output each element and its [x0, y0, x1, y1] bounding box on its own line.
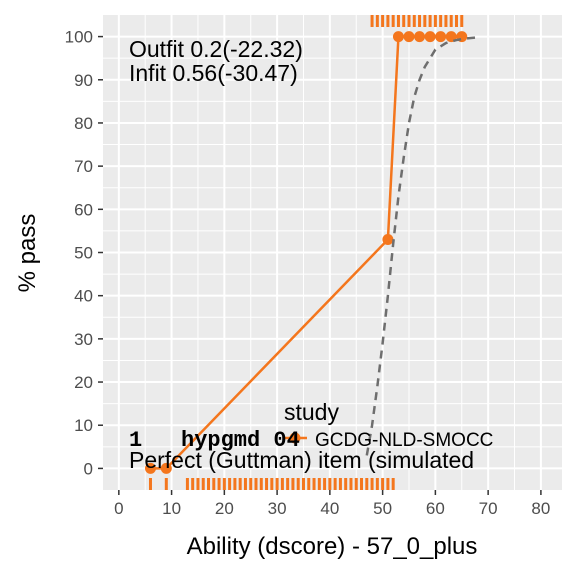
legend-title: study — [284, 399, 339, 425]
observed-point — [445, 31, 457, 43]
x-tick-label: 10 — [162, 499, 181, 518]
x-tick-label: 0 — [114, 499, 123, 518]
y-tick-label: 60 — [74, 200, 93, 219]
y-tick-label: 40 — [74, 287, 93, 306]
y-tick-label: 100 — [65, 28, 93, 47]
annotation-infit: Infit 0.56(-30.47) — [129, 60, 298, 86]
annotation-perfect: Perfect (Guttman) item (simulated — [129, 447, 474, 473]
observed-point — [424, 31, 436, 43]
tick-layer: 0 10 20 30 40 50 60 70 80 90 100 0 10 20 30 40 50 60 70 80 — [65, 28, 551, 518]
legend-key — [283, 432, 307, 444]
y-tick-label: 70 — [74, 157, 93, 176]
rug-marks — [148, 15, 464, 490]
x-tick-label: 60 — [426, 499, 445, 518]
x-tick-label: 30 — [268, 499, 287, 518]
legend-label: GCDG-NLD-SMOCC — [315, 430, 493, 451]
observed-point — [382, 234, 394, 246]
annotation-item-code: hypgmd 04 — [181, 428, 300, 453]
x-tick-label: 70 — [479, 499, 498, 518]
y-tick-label: 20 — [74, 373, 93, 392]
y-tick-label: 30 — [74, 330, 93, 349]
annotation-outfit: Outfit 0.2(-22.32) — [129, 36, 303, 62]
x-axis-title: Ability (dscore) - 57_0_plus — [187, 533, 478, 560]
y-tick-label: 0 — [84, 459, 93, 478]
x-tick-label: 50 — [373, 499, 392, 518]
legend-key-point — [289, 432, 301, 444]
y-tick-label: 80 — [74, 114, 93, 133]
annotation-item-index: 1 — [129, 428, 142, 453]
grid — [103, 15, 562, 490]
x-tick-label: 80 — [531, 499, 550, 518]
y-tick-label: 50 — [74, 244, 93, 263]
y-tick-label: 10 — [74, 416, 93, 435]
x-tick-label: 40 — [320, 499, 339, 518]
y-tick-label: 90 — [74, 71, 93, 90]
observed-point — [435, 31, 447, 43]
observed-point — [403, 31, 415, 43]
series-layer — [144, 31, 478, 474]
observed-point — [144, 462, 156, 474]
y-axis-title: % pass — [14, 214, 41, 293]
observed-point — [414, 31, 426, 43]
x-tick-label: 20 — [215, 499, 234, 518]
observed-point — [160, 462, 172, 474]
observed-point — [392, 31, 404, 43]
